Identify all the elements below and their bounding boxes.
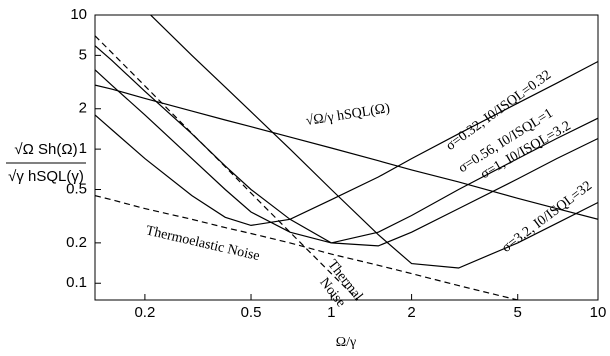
- y-tick-label: 10: [70, 6, 87, 23]
- x-tick-label: 0.2: [134, 304, 155, 321]
- y-tick-label: 5: [79, 46, 87, 63]
- curve-label: √Ω/γ hSQL(Ω): [305, 101, 391, 129]
- curve: [95, 60, 598, 227]
- plot-lines: [95, 15, 598, 300]
- x-tick-label: 0.5: [241, 304, 262, 321]
- x-axis-label: Ω/γ: [336, 335, 356, 350]
- y-tick-label: 0.5: [66, 180, 87, 197]
- curve: [95, 45, 598, 247]
- x-tick-label: 2: [407, 304, 415, 321]
- y-tick-label: 2: [79, 100, 87, 117]
- x-tick-label: 10: [590, 304, 607, 321]
- x-tick-label: 1: [327, 304, 335, 321]
- plot-frame: [94, 14, 599, 301]
- y-tick-label: 1: [79, 140, 87, 157]
- curve-label: σ=3.2, I0/ISQL=32: [499, 178, 595, 255]
- y-tick-label: 0.2: [66, 234, 87, 251]
- curve: [95, 84, 598, 220]
- y-tick-label: 0.1: [66, 274, 87, 291]
- curve: [95, 195, 521, 300]
- y-axis-label-numerator: √Ω Sh(Ω): [14, 141, 77, 158]
- curve: [149, 15, 598, 269]
- y-axis-label-denominator: √γ hSQL(γ): [8, 168, 84, 185]
- curve: [95, 69, 598, 244]
- curve: [95, 35, 359, 300]
- curve-label: Thermoelastic Noise: [144, 223, 261, 264]
- x-tick-label: 5: [514, 304, 522, 321]
